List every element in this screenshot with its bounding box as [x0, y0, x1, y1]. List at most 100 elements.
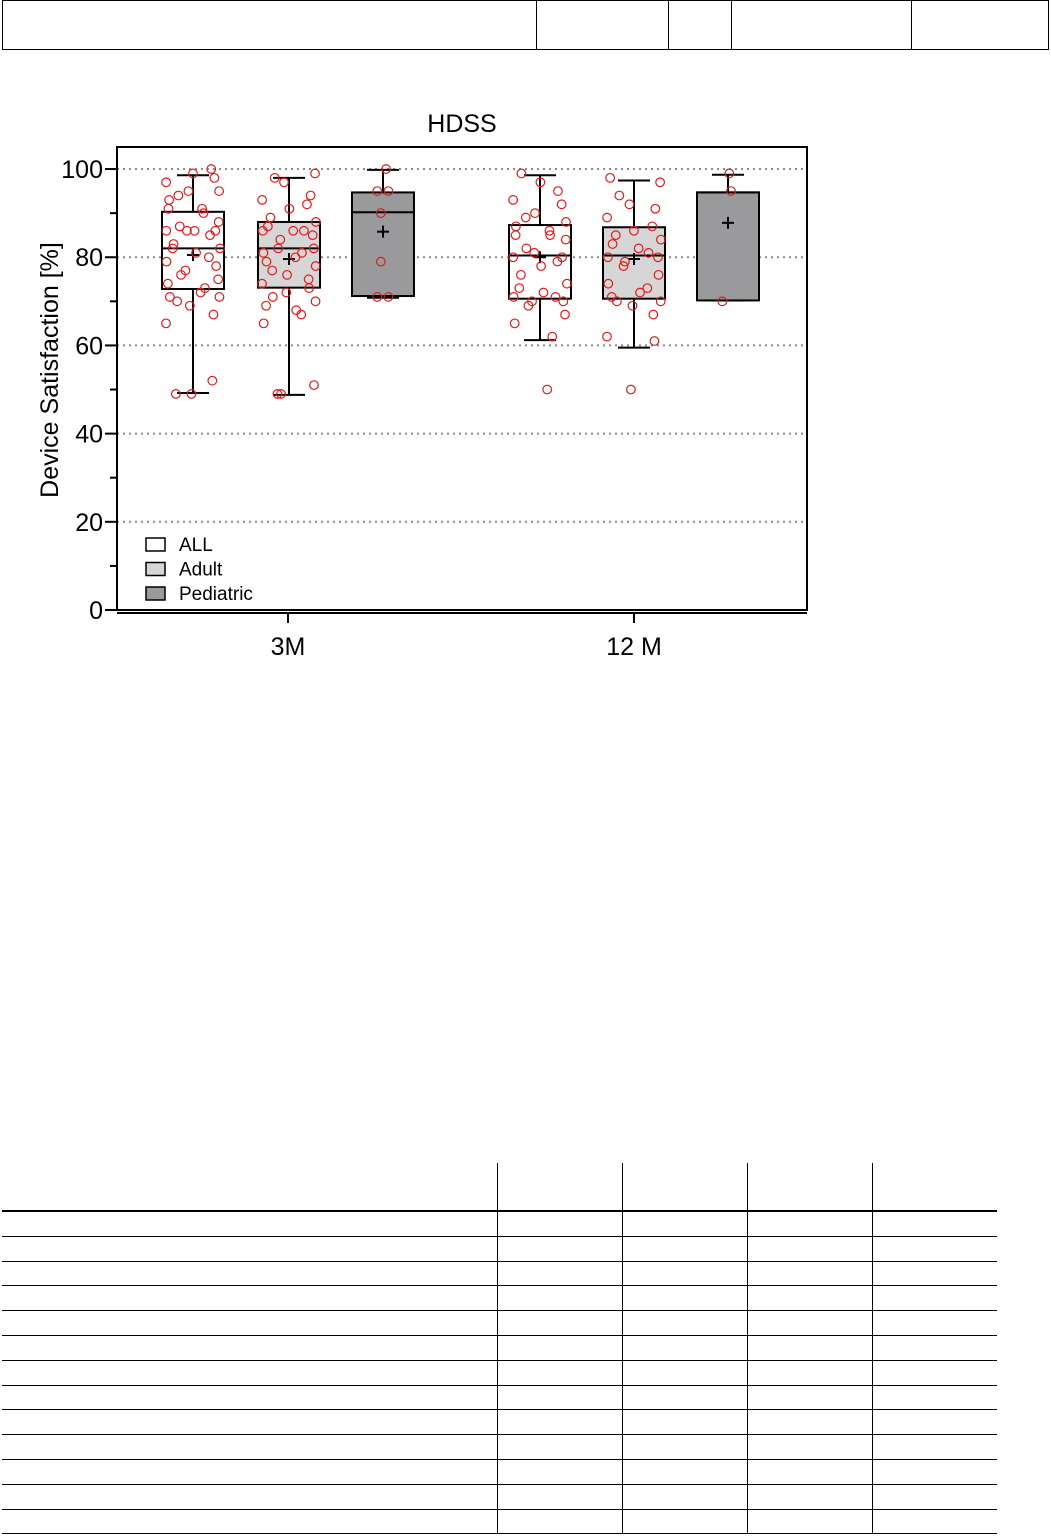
- table-row: [2, 1360, 997, 1386]
- table-cell: [872, 1484, 997, 1510]
- data-point: [624, 199, 635, 210]
- table-cell: [622, 1459, 748, 1485]
- table-cell: [2, 1261, 498, 1287]
- data-point: [607, 239, 618, 249]
- data-point: [510, 230, 521, 241]
- data-point: [653, 269, 664, 280]
- table-cell: [2, 1360, 498, 1386]
- boxes: [161, 168, 760, 396]
- table-cell: [747, 1459, 873, 1485]
- data-point: [726, 186, 736, 196]
- axes: 0 20 40 60 80 100 3M 12 M: [61, 156, 807, 661]
- data-point: [299, 225, 309, 236]
- data-point: [310, 296, 321, 307]
- table-cell: [622, 1236, 748, 1262]
- data-point: [209, 172, 220, 183]
- table-cell: [2, 1385, 498, 1411]
- data-point: [655, 296, 666, 307]
- table-row: [2, 1310, 997, 1336]
- table-cell: [2, 1285, 498, 1312]
- box-iqr: [161, 210, 225, 290]
- table-row: [2, 1335, 997, 1361]
- table-row: [2, 1236, 997, 1262]
- data-point: [558, 296, 569, 307]
- table-cell: [497, 1434, 623, 1460]
- table-cell: [2, 1310, 498, 1336]
- data-point: [164, 292, 175, 302]
- table-row: [2, 1434, 997, 1460]
- data-point: [550, 292, 561, 302]
- legend-swatch: [145, 586, 166, 601]
- data-point: [627, 300, 638, 311]
- data-point: [602, 212, 612, 223]
- table-cell: [622, 1434, 748, 1460]
- data-point: [614, 190, 625, 201]
- data-point: [562, 278, 572, 289]
- box-all-3m: [161, 174, 225, 395]
- grid-lines: [117, 168, 807, 523]
- y-tick-label: 80: [75, 244, 103, 272]
- data-point: [284, 203, 295, 214]
- data-point: [556, 199, 567, 210]
- table-cell: [2, 1409, 498, 1436]
- data-point: [288, 225, 299, 236]
- table-cell: [622, 1360, 748, 1386]
- data-point: [267, 292, 278, 302]
- data-point: [176, 269, 186, 280]
- table-cell: [747, 1360, 873, 1386]
- data-point: [276, 389, 286, 399]
- data-point: [257, 195, 268, 205]
- data-point: [213, 217, 224, 227]
- data-point: [652, 252, 663, 263]
- data-point: [191, 247, 201, 258]
- data-point: [642, 283, 653, 294]
- data-point: [602, 331, 612, 342]
- table-cell: [497, 1236, 623, 1262]
- data-point: [290, 252, 301, 263]
- data-point: [523, 300, 534, 311]
- data-point: [161, 225, 172, 236]
- table-cell: [622, 1261, 748, 1287]
- data-point: [552, 256, 563, 267]
- data-point: [186, 389, 197, 399]
- y-tick-label: 40: [75, 421, 103, 449]
- table-cell: [872, 1409, 997, 1436]
- box-adult-12m: [602, 179, 666, 349]
- data-point: [265, 212, 276, 223]
- legend-label: Adult: [179, 560, 223, 581]
- data-point: [302, 199, 312, 210]
- table-cell: [872, 1434, 997, 1460]
- x-tick-label: 12 M: [606, 633, 662, 661]
- table-cell: [497, 1163, 623, 1212]
- table-cell: [622, 1163, 748, 1212]
- box-pediatric-12m: [696, 173, 760, 302]
- data-point: [647, 221, 658, 232]
- data-point: [184, 300, 195, 311]
- data-point: [544, 225, 555, 236]
- data-point: [381, 164, 391, 174]
- data-point: [547, 331, 558, 342]
- table-cell: [497, 1385, 623, 1411]
- table-header-row: [2, 1163, 997, 1212]
- data-point: [168, 239, 179, 249]
- data-point: [311, 217, 321, 227]
- data-point: [516, 168, 527, 179]
- data-point: [633, 243, 644, 254]
- table-cell: [747, 1484, 873, 1510]
- data-point: [198, 208, 209, 219]
- data-point: [211, 261, 222, 271]
- data-point: [535, 177, 546, 188]
- data-point: [279, 177, 289, 188]
- data-point: [521, 243, 532, 254]
- table-cell: [2, 1236, 498, 1262]
- data-point: [514, 283, 525, 294]
- table-cell: [497, 1509, 623, 1535]
- table-cell: [497, 1211, 623, 1237]
- data-point: [282, 269, 292, 280]
- chart-title: HDSS: [427, 110, 496, 138]
- data-point: [261, 300, 271, 311]
- table-cell: [872, 1261, 997, 1287]
- header-cell: [911, 0, 1049, 50]
- data-point: [561, 217, 571, 227]
- data-point: [625, 384, 636, 395]
